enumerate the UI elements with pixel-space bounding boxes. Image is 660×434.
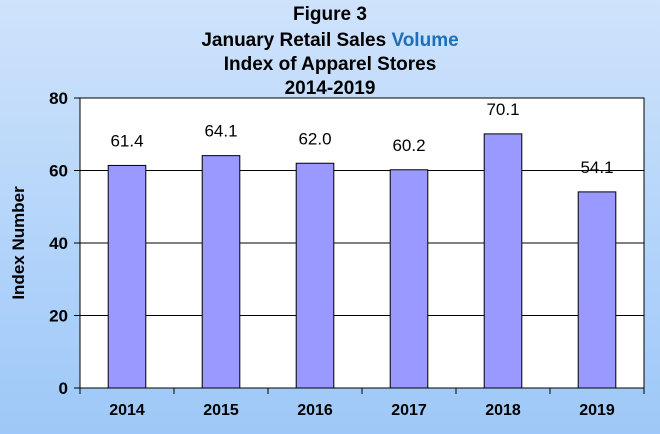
y-axis: 0 20 40 60 80 [49, 89, 80, 398]
data-label-2018: 70.1 [486, 100, 519, 119]
x-tick-label-2014: 2014 [109, 402, 145, 419]
x-axis: 2014 2015 2016 2017 2018 2019 [79, 388, 645, 419]
data-label-2017: 60.2 [392, 136, 425, 155]
data-label-2019: 54.1 [580, 158, 613, 177]
title-line: 2014-2019 [285, 78, 376, 99]
y-tick-label: 80 [49, 89, 68, 108]
title-text: January Retail Sales [201, 30, 391, 51]
x-tick-label-2017: 2017 [391, 402, 427, 419]
title-line: Figure 3 [293, 4, 367, 25]
bar-2019 [577, 191, 617, 389]
title-text: Index of Apparel Stores [224, 54, 437, 75]
bar-2018 [483, 133, 523, 389]
chart-title: Figure 3 January Retail Sales Volume Index… [201, 4, 458, 99]
data-label-2016: 62.0 [298, 129, 331, 148]
y-tick-label: 0 [59, 379, 68, 398]
bars [107, 133, 617, 389]
x-tick-label-2016: 2016 [297, 402, 333, 419]
title-text: 2014-2019 [285, 78, 376, 99]
title-accent-text: Volume [391, 30, 458, 51]
bar-2016 [295, 162, 335, 389]
title-text: Figure 3 [293, 4, 367, 25]
y-tick-label: 20 [49, 307, 68, 326]
data-label-2014: 61.4 [110, 131, 143, 150]
x-tick-label-2019: 2019 [579, 402, 615, 419]
title-line: Index of Apparel Stores [224, 54, 437, 75]
y-tick-label: 60 [49, 162, 68, 181]
gridlines [79, 97, 645, 389]
title-line: January Retail Sales Volume [201, 30, 458, 51]
bar-2017 [389, 169, 429, 389]
x-tick-label-2018: 2018 [485, 402, 521, 419]
data-labels: 61.4 64.1 62.0 60.2 70.1 54.1 [110, 100, 613, 177]
y-axis-label: Index Number [9, 186, 28, 300]
bar-2015 [201, 155, 241, 389]
bar-2014 [107, 164, 147, 389]
data-label-2015: 64.1 [204, 122, 237, 141]
x-tick-label-2015: 2015 [203, 402, 239, 419]
y-tick-label: 40 [49, 234, 68, 253]
